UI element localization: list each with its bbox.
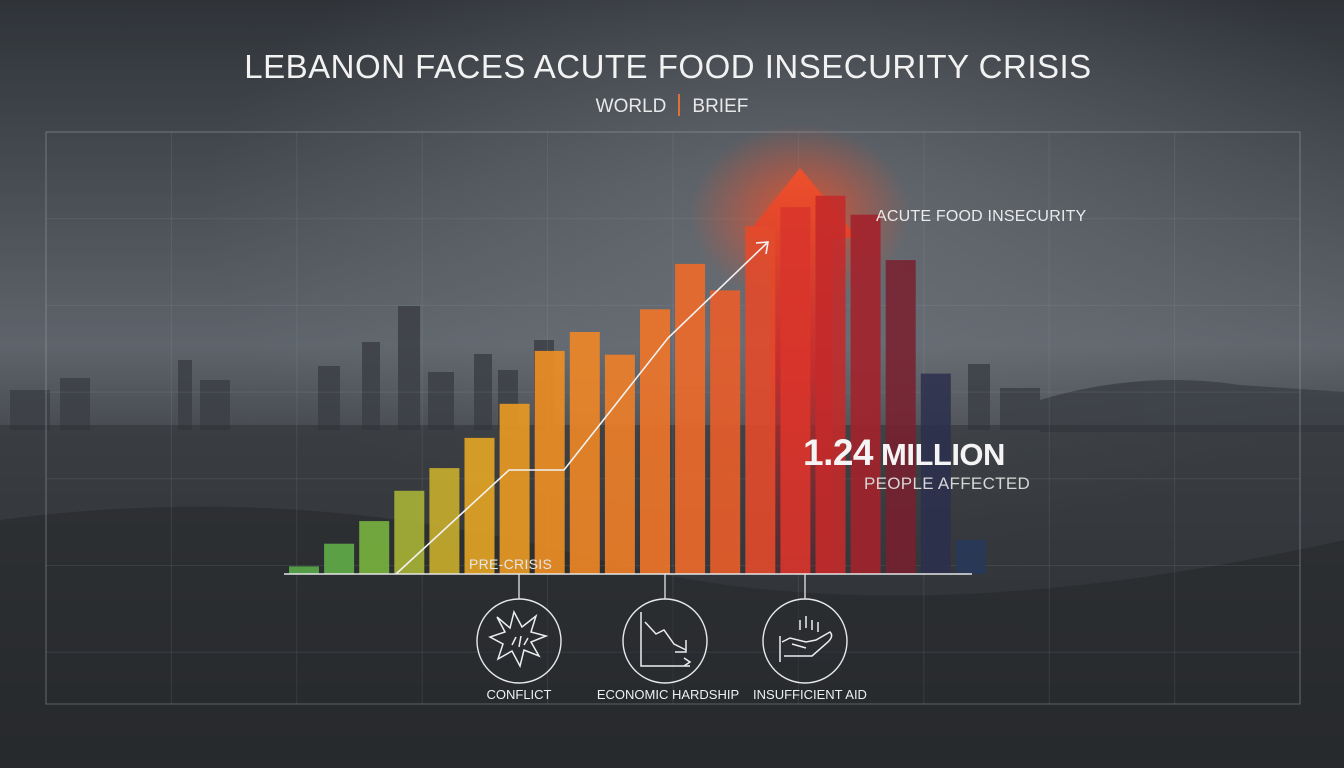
bar-9: [569, 332, 600, 574]
chart-gridlines: [45, 131, 1301, 704]
bar-8: [534, 350, 565, 574]
baseline-label: PRE-CRISIS: [469, 556, 553, 572]
empty-hand-icon: [779, 616, 833, 662]
explosion-icon: [488, 609, 549, 669]
separator: [678, 94, 681, 116]
bar-7: [499, 403, 530, 574]
highlight-unit: MILLION: [881, 437, 1005, 472]
bar-20: [955, 540, 986, 574]
driver-label-aid: INSUFFICIENT AID: [753, 687, 867, 702]
trend-line: [395, 241, 769, 575]
bar-3: [359, 521, 390, 574]
bar-4: [394, 490, 425, 574]
bar-13: [710, 290, 741, 574]
bar-19: [920, 373, 951, 574]
declining-chart-icon: [640, 612, 692, 667]
bar-17: [850, 214, 881, 574]
driver-label-economic: ECONOMIC HARDSHIP: [596, 687, 740, 702]
driver-economic: [622, 598, 708, 684]
driver-aid: [762, 598, 848, 684]
highlight-value: 1.24: [803, 432, 874, 473]
tag-label: BRIEF: [692, 96, 749, 117]
highlight-stat: 1.24 MILLION: [803, 432, 1005, 474]
driver-label-conflict: CONFLICT: [486, 687, 552, 702]
trend-arrowhead: [755, 241, 769, 255]
bar-14: [745, 226, 776, 574]
subheader: WORLD BRIEF: [0, 94, 1344, 118]
page-title: LEBANON FACES ACUTE FOOD INSECURITY CRIS…: [244, 48, 1092, 85]
bar-5: [429, 468, 460, 574]
bar-15: [780, 207, 811, 574]
bars: [289, 195, 986, 575]
bar-11: [640, 309, 670, 574]
series-label: ACUTE FOOD INSECURITY: [876, 208, 1087, 225]
highlight-caption: PEOPLE AFFECTED: [864, 474, 1031, 493]
bar-16: [815, 195, 846, 575]
bar-1: [289, 566, 319, 574]
driver-connectors: [518, 574, 806, 599]
bar-10: [604, 354, 635, 574]
driver-conflict: [476, 598, 562, 684]
bar-18: [885, 260, 916, 574]
bar-2: [324, 543, 355, 574]
bar-12: [675, 263, 706, 574]
section-label: WORLD: [595, 96, 667, 117]
